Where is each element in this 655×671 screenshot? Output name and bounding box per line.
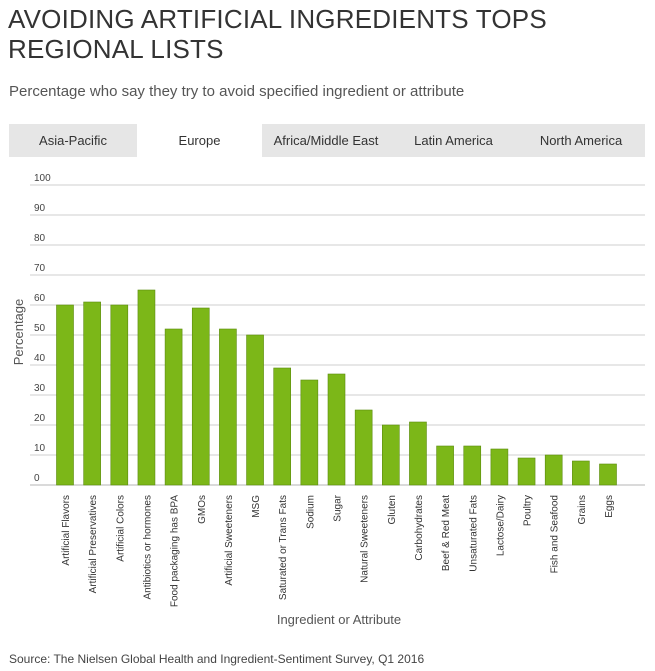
bar <box>490 448 509 486</box>
x-tick-label: Fish and Seafood <box>550 495 561 573</box>
tab-asia-pacific[interactable]: Asia-Pacific <box>39 133 107 148</box>
x-tick-label: Natural Sweeteners <box>360 495 371 583</box>
y-tick-label: 10 <box>34 443 46 454</box>
x-tick-label: Unsaturated Fats <box>468 495 479 572</box>
bar <box>137 289 156 486</box>
x-tick-label: Artificial Sweeteners <box>224 495 235 586</box>
y-tick-label: 70 <box>34 263 46 274</box>
bar <box>599 463 617 486</box>
bar <box>273 367 292 486</box>
bar-chart: 0 10 20 30 40 50 60 70 80 90 100 Artificial Flavors… <box>11 173 645 627</box>
x-tick-label: Beef & Red Meat <box>441 495 452 571</box>
bar <box>56 304 74 486</box>
bar <box>110 304 129 486</box>
y-tick-label: 50 <box>34 323 46 334</box>
bar <box>327 373 346 486</box>
tab-europe[interactable]: Europe <box>137 124 262 157</box>
tab-africa-middle-east[interactable]: Africa/Middle East <box>273 133 379 148</box>
bar <box>572 460 590 486</box>
y-tick-label: 20 <box>34 413 46 424</box>
x-tick-label: MSG <box>251 495 262 518</box>
bar <box>83 301 101 486</box>
bar <box>544 454 563 486</box>
x-tick-label: Lactose/Dairy <box>495 495 506 556</box>
bar <box>354 409 373 486</box>
x-tick-label: Grains <box>577 495 588 524</box>
bar <box>300 379 319 486</box>
bar <box>246 334 264 486</box>
x-tick-label: Sugar <box>333 494 344 521</box>
bar <box>409 421 427 486</box>
tab-north-america[interactable]: North America <box>539 133 623 148</box>
x-tick-label: Artificial Flavors <box>61 495 72 566</box>
bar <box>191 307 210 486</box>
x-tick-label: Eggs <box>604 495 615 518</box>
bar <box>164 328 183 486</box>
bar <box>436 445 454 486</box>
y-tick-label: 90 <box>34 203 46 214</box>
region-tabs: Asia-Pacific Europe Africa/Middle East L… <box>9 124 645 157</box>
tab-latin-america[interactable]: Latin America <box>414 133 493 148</box>
chart-subtitle: Percentage who say they try to avoid spe… <box>9 83 465 100</box>
y-tick-label: 60 <box>34 293 46 304</box>
bar <box>517 457 536 486</box>
x-tick-label: Artificial Colors <box>115 495 126 562</box>
x-tick-label: Carbohydrates <box>414 495 425 561</box>
y-tick-label: 40 <box>34 353 46 364</box>
x-axis-title: Ingredient or Attribute <box>277 612 401 627</box>
x-tick-label: Sodium <box>305 495 316 529</box>
x-tick-label: Gluten <box>387 495 398 524</box>
y-tick-label: 80 <box>34 233 46 244</box>
bar <box>381 424 400 486</box>
x-tick-label: Poultry <box>523 495 534 526</box>
bar <box>463 445 482 486</box>
x-tick-label: Artificial Preservatives <box>88 495 99 593</box>
x-tick-label: Saturated or Trans Fats <box>278 495 289 600</box>
y-tick-label: 30 <box>34 383 46 394</box>
chart-title: AVOIDING ARTIFICIAL INGREDIENTS TOPS REG… <box>8 4 547 64</box>
source-note: Source: The Nielsen Global Health and In… <box>9 652 425 666</box>
x-tick-label: GMOs <box>197 495 208 524</box>
y-axis-title: Percentage <box>11 299 26 366</box>
x-tick-label: Antibiotics or hormones <box>142 495 153 600</box>
bar <box>219 328 237 486</box>
x-tick-label: Food packaging has BPA <box>170 495 181 607</box>
y-tick-label: 0 <box>34 473 40 484</box>
y-tick-label: 100 <box>34 173 51 184</box>
